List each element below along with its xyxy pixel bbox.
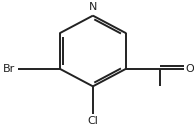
Text: O: O — [185, 64, 194, 74]
Text: Cl: Cl — [87, 116, 98, 126]
Text: Br: Br — [3, 64, 15, 74]
Text: N: N — [89, 2, 97, 12]
